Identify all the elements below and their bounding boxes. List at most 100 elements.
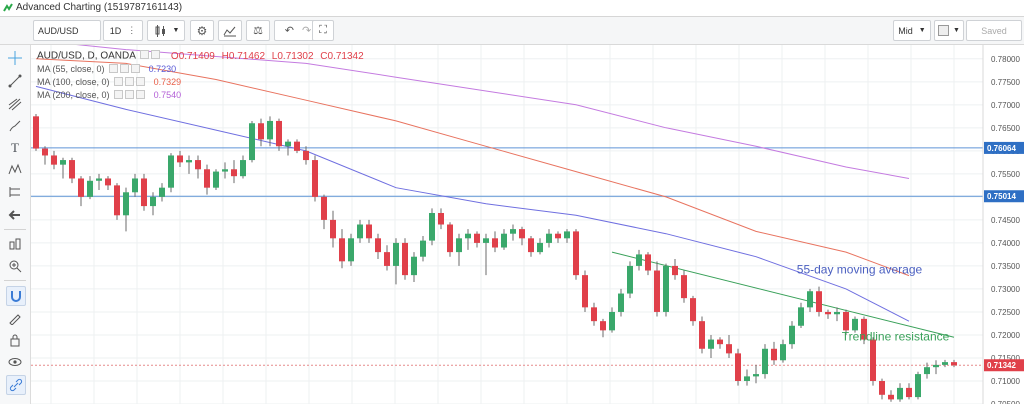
- candle-body: [222, 169, 228, 172]
- price-label-box: [984, 359, 1024, 372]
- price-label: 0.75014: [987, 192, 1016, 201]
- y-tick-label: 0.77500: [991, 78, 1020, 87]
- zoom-in-icon[interactable]: [6, 257, 24, 275]
- candle-body: [177, 155, 183, 163]
- undo-icon[interactable]: ↶: [284, 25, 294, 37]
- pitchfork-icon[interactable]: [6, 95, 24, 113]
- candle-body: [780, 344, 786, 361]
- candle-body: [798, 307, 804, 326]
- candle-body: [618, 293, 624, 312]
- candle-body: [231, 169, 237, 177]
- legend-close: C0.71342: [320, 50, 364, 62]
- candle-body: [204, 169, 210, 188]
- eye-icon[interactable]: [6, 353, 24, 371]
- candle-body: [825, 311, 831, 315]
- candle-body: [402, 242, 408, 276]
- color-swatch-icon: [938, 25, 950, 36]
- candle-body: [339, 238, 345, 262]
- candle-body: [888, 394, 894, 400]
- annotation-label: Trendline resistance: [842, 329, 950, 343]
- candle-body: [663, 265, 669, 312]
- candle-body: [771, 348, 777, 361]
- candle-body: [465, 233, 471, 239]
- indicators-icon: [223, 26, 236, 36]
- brush-icon[interactable]: [6, 117, 24, 135]
- pencil-lock-icon[interactable]: [6, 309, 24, 327]
- candle-body: [429, 212, 435, 241]
- candle-body: [690, 298, 696, 322]
- legend-controls[interactable]: [138, 50, 161, 62]
- candle-body: [951, 362, 957, 366]
- indicators-button[interactable]: [218, 20, 242, 41]
- candle-body: [726, 344, 732, 354]
- fullscreen-button[interactable]: ⛶: [312, 20, 334, 41]
- candle-body: [762, 348, 768, 375]
- y-tick-label: 0.77000: [991, 101, 1020, 110]
- chevron-down-icon: ▼: [953, 27, 960, 34]
- legend-open: O0.71409: [170, 50, 215, 62]
- text-icon[interactable]: T: [11, 140, 19, 155]
- candle-body: [312, 160, 318, 197]
- lock-icon[interactable]: [6, 331, 24, 349]
- candle-body: [366, 224, 372, 239]
- symbol-search-input[interactable]: AUD/USD: [33, 20, 101, 41]
- candle-body: [483, 238, 489, 243]
- candle-body: [195, 160, 201, 170]
- candle-body: [573, 231, 579, 276]
- candle-body: [564, 231, 570, 239]
- candle-body: [672, 265, 678, 276]
- settings-button[interactable]: ⚙: [190, 20, 214, 41]
- candle-body: [492, 238, 498, 248]
- interval-select[interactable]: 1D ⋮: [103, 20, 143, 41]
- candle-body: [42, 148, 48, 156]
- ma200-label: MA (200, close, 0): [37, 90, 110, 100]
- chevron-down-icon: ▼: [918, 27, 926, 34]
- price-label-box: [984, 141, 1024, 154]
- candle-body: [87, 180, 93, 197]
- candles: [33, 114, 957, 402]
- candle-body: [870, 339, 876, 381]
- legend-controls[interactable]: [112, 77, 146, 88]
- link-icon[interactable]: [6, 375, 26, 395]
- price-chart[interactable]: 55-day moving average Trendline resistanc…: [31, 45, 1024, 404]
- redo-icon[interactable]: ↷: [302, 25, 312, 37]
- price-axis[interactable]: 0.780000.775000.770000.765000.760000.755…: [982, 45, 1024, 404]
- candle-body: [51, 155, 57, 165]
- candle-body: [294, 141, 300, 151]
- candle-body: [456, 238, 462, 253]
- candle-body: [609, 311, 615, 331]
- price-type-select[interactable]: Mid ▼: [893, 20, 931, 41]
- annotations: 55-day moving average Trendline resistanc…: [797, 263, 950, 344]
- compare-button[interactable]: ⚖: [246, 20, 270, 41]
- candle-body: [33, 116, 39, 149]
- magnet-icon[interactable]: [6, 286, 26, 306]
- legend-ma-100: MA (100, close, 0) 0.7329: [37, 77, 181, 88]
- measure-icon[interactable]: [6, 183, 24, 201]
- candle-body: [447, 224, 453, 253]
- app-logo-icon: [3, 3, 13, 12]
- legend-high: H0.71462: [221, 50, 266, 62]
- candle-body: [132, 178, 138, 193]
- pattern-icon[interactable]: [6, 161, 24, 179]
- candle-body: [537, 242, 543, 253]
- ma100-value: 0.7329: [153, 77, 182, 87]
- color-select[interactable]: ▼: [934, 20, 964, 41]
- y-tick-label: 0.71500: [991, 354, 1020, 363]
- ma55-label: MA (55, close, 0): [37, 64, 105, 74]
- candle-body: [717, 339, 723, 345]
- chart-style-button[interactable]: ▼: [147, 20, 185, 41]
- legend-controls[interactable]: [112, 90, 146, 101]
- y-tick-label: 0.73000: [991, 285, 1020, 294]
- save-button[interactable]: Saved: [966, 20, 1022, 41]
- fib-icon[interactable]: [6, 235, 24, 253]
- crosshair-icon[interactable]: [6, 49, 24, 67]
- legend-controls[interactable]: [107, 64, 141, 75]
- interval-label: 1D: [109, 25, 122, 36]
- undo-redo-group: ↶ ↷: [274, 20, 322, 41]
- legend-low: L0.71302: [271, 50, 314, 62]
- candle-body: [789, 325, 795, 345]
- back-arrow-icon[interactable]: [6, 206, 24, 224]
- candle-body: [519, 229, 525, 239]
- candle-body: [510, 229, 516, 234]
- trend-line-icon[interactable]: [6, 72, 24, 90]
